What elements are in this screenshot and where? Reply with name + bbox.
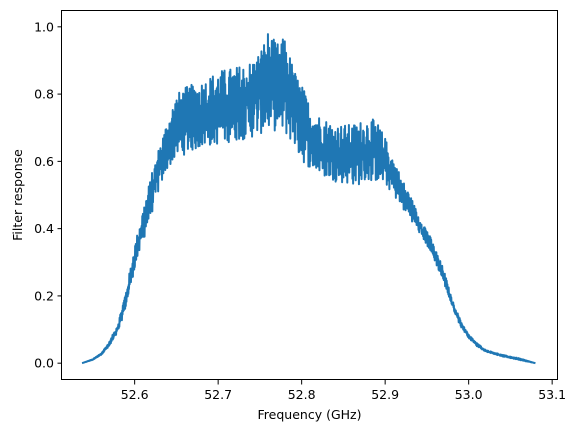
x-tick-label: 52.9 (371, 387, 399, 402)
y-axis-title: Filter response (10, 149, 25, 241)
y-tick-label: 0.8 (34, 87, 54, 102)
plot-frame (61, 10, 558, 380)
x-axis-title: Frequency (GHz) (258, 407, 362, 422)
plot-area (61, 10, 558, 380)
y-tick-label: 0.4 (34, 221, 54, 236)
x-tick-label: 53.0 (455, 387, 483, 402)
x-tick-label: 52.8 (288, 387, 316, 402)
y-tick-label: 0.2 (34, 288, 54, 303)
x-axis-ticks: 52.6 52.7 52.8 52.9 53.0 53.1 (121, 380, 566, 402)
y-tick-label: 0.6 (34, 154, 54, 169)
y-tick-label: 1.0 (34, 19, 54, 34)
x-tick-label: 53.1 (538, 387, 566, 402)
x-tick-label: 52.6 (121, 387, 149, 402)
y-axis-ticks: 0.0 0.2 0.4 0.6 0.8 1.0 (34, 19, 62, 371)
series-line (81, 33, 537, 365)
y-tick-label: 0.0 (34, 356, 54, 371)
x-tick-label: 52.7 (204, 387, 232, 402)
